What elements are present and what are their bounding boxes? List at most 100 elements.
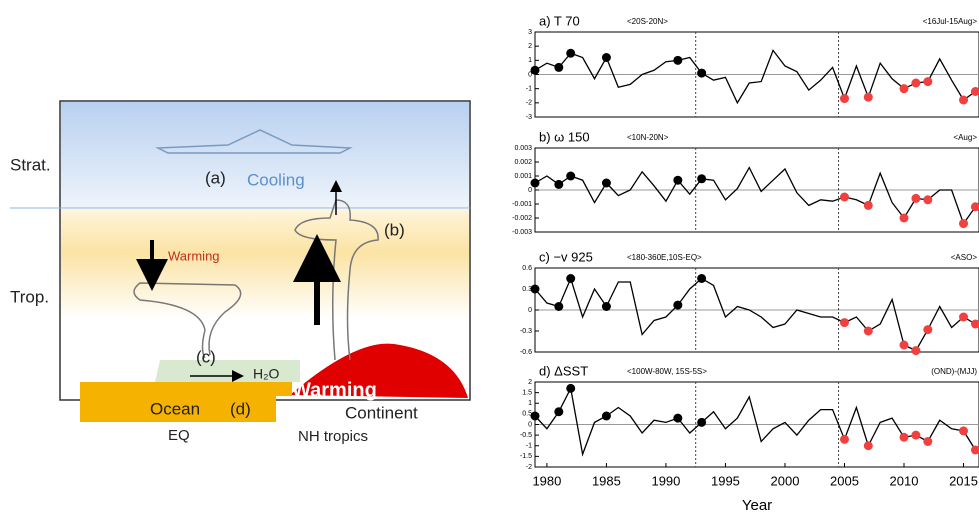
x-tick-label: 2000 [771,473,800,488]
highlight-point [554,302,564,311]
panel-title: c) −v 925 [539,249,593,264]
y-tick-label: 1 [528,57,532,64]
highlight-point [697,274,707,283]
highlight-point [697,68,707,78]
y-tick-label: 0.001 [514,173,532,180]
highlight-point [601,411,611,421]
y-tick-label: -0.5 [520,432,532,439]
label: NH tropics [298,428,368,445]
panel-period: <Aug> [953,133,977,142]
ocean-base [80,396,276,422]
highlight-point [566,383,576,393]
y-tick-label: 3 [528,29,532,36]
highlight-point [863,92,873,102]
highlight-point [923,325,933,335]
highlight-point [911,78,921,88]
panel-region: <20S-20N> [627,17,668,26]
highlight-point [566,171,576,181]
label: Trop. [10,287,49,306]
highlight-point [554,179,564,189]
ocean [80,382,292,396]
highlight-point [839,192,849,202]
label: Strat. [10,155,51,174]
label: Warming [168,248,220,263]
highlight-point [697,417,707,427]
cooling-arrow [155,129,353,154]
y-tick-label: -1 [526,86,532,93]
label: Continent [345,403,418,422]
highlight-point [959,95,969,105]
panel-region: <10N-20N> [627,133,669,142]
highlight-point [899,340,909,350]
y-tick-label: -1 [526,443,532,450]
series-line [534,276,976,352]
y-tick-label: -0.003 [512,229,532,236]
highlight-point [863,441,873,451]
highlight-point [970,87,979,96]
x-tick-label: 2015 [949,473,978,488]
y-tick-label: 0.002 [514,159,532,166]
panel-period: <ASO> [951,253,978,262]
highlight-point [566,48,576,58]
x-tick-label: 1990 [651,473,680,488]
highlight-point [923,195,933,205]
highlight-point [673,300,683,310]
label: Ocean [150,399,200,418]
highlight-point [959,219,969,229]
x-tick-label: 2010 [890,473,919,488]
panel-title: a) T 70 [539,13,580,28]
highlight-point [839,434,849,444]
highlight-point [554,407,564,417]
highlight-point [959,426,969,436]
highlight-point [899,432,909,442]
highlight-point [697,174,707,184]
label: H₂O [253,366,280,382]
highlight-point [959,312,969,322]
y-tick-label: -0.6 [520,349,532,356]
highlight-point [566,274,576,283]
highlight-point [601,178,611,188]
y-tick-label: -2 [526,464,532,471]
highlight-point [899,84,909,94]
highlight-point [673,55,683,65]
y-tick-label: -0.001 [512,201,532,208]
panel-title: d) ΔSST [539,363,588,378]
series-line [534,166,976,225]
highlight-point [863,200,873,210]
panel-period: <16Jul-15Aug> [923,17,978,26]
highlight-point [970,445,979,455]
y-tick-label: 0.6 [522,265,532,272]
label: (a) [205,168,226,187]
panel-title: b) ω 150 [539,129,590,144]
subsiding-cloud [133,282,242,359]
highlight-point [601,53,611,62]
highlight-point [530,411,540,421]
y-tick-label: 0 [528,71,532,78]
highlight-point [554,62,564,72]
highlight-point [899,213,909,223]
highlight-point [911,193,921,203]
troposphere [61,209,469,319]
label: (d) [230,399,251,418]
label: Cooling [247,170,305,189]
label: Warming [292,379,377,401]
x-tick-label: 1985 [592,473,621,488]
y-tick-label: 1 [528,400,532,407]
highlight-point [970,202,979,212]
y-tick-label: -0.3 [520,328,532,335]
highlight-point [673,175,683,185]
panel-period: (OND)-(MJJ) [931,367,977,376]
panel-region: <100W-80W, 15S-5S> [627,367,707,376]
y-tick-label: 1.5 [522,389,532,396]
series-line [534,386,976,457]
y-tick-label: -0.002 [512,215,532,222]
y-tick-label: 2 [528,43,532,50]
label: (c) [196,347,216,366]
x-tick-label: 2005 [830,473,859,488]
highlight-point [863,326,873,336]
y-tick-label: -1.5 [520,453,532,460]
highlight-point [839,94,849,104]
y-tick-label: -3 [526,114,532,121]
highlight-point [923,77,933,87]
